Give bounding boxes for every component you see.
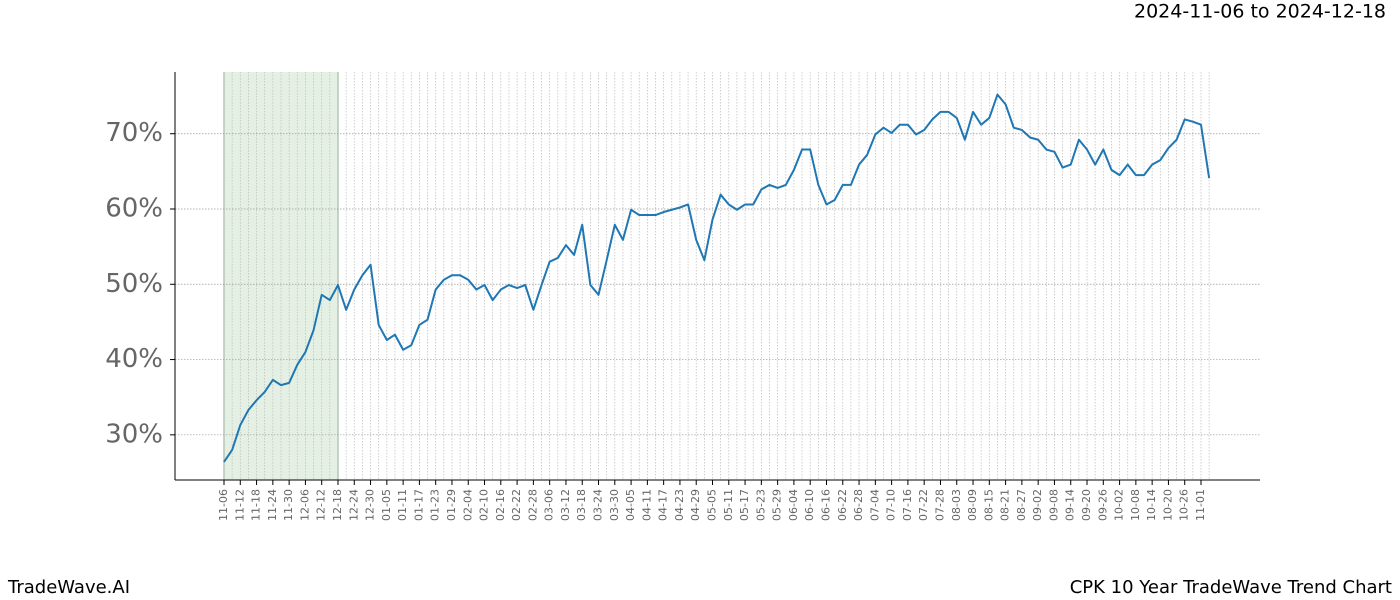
y-tick-label: 70% (105, 118, 163, 148)
x-tick-label: 09-14 (1064, 489, 1077, 521)
chart-title: CPK 10 Year TradeWave Trend Chart (1070, 577, 1392, 598)
x-tick-label: 02-28 (526, 489, 539, 521)
x-tick-label: 12-30 (364, 489, 377, 521)
x-tick-label: 11-01 (1194, 489, 1207, 521)
x-tick-label: 08-27 (1015, 489, 1028, 521)
x-tick-label: 03-06 (543, 489, 556, 521)
brand: TradeWave.AI (7, 577, 130, 598)
x-tick-label: 02-04 (461, 489, 474, 521)
x-tick-label: 06-10 (803, 489, 816, 521)
x-tick-label: 11-24 (266, 489, 279, 521)
x-tick-label: 07-04 (868, 489, 881, 521)
x-tick-label: 06-04 (787, 489, 800, 521)
y-tick-label: 60% (105, 194, 163, 224)
x-tick-label: 07-28 (933, 489, 946, 521)
x-tick-label: 06-28 (852, 489, 865, 521)
x-tick-label: 10-20 (1161, 489, 1174, 521)
x-tick-label: 05-11 (722, 489, 735, 521)
x-tick-label: 04-29 (689, 489, 702, 521)
x-tick-label: 07-22 (917, 489, 930, 521)
x-tick-label: 04-23 (673, 489, 686, 521)
x-tick-label: 10-08 (1129, 489, 1142, 521)
x-tick-label: 03-12 (559, 489, 572, 521)
x-tick-label: 09-02 (1031, 489, 1044, 521)
x-tick-label: 12-18 (331, 489, 344, 521)
x-tick-label: 09-08 (1047, 489, 1060, 521)
x-tick-label: 11-18 (250, 489, 263, 521)
x-tick-label: 08-03 (950, 489, 963, 521)
x-tick-label: 11-12 (233, 489, 246, 521)
x-tick-label: 11-30 (282, 489, 295, 521)
x-tick-label: 09-20 (1080, 489, 1093, 521)
trend-line (223, 93, 1211, 463)
y-tick-label: 50% (105, 269, 163, 299)
x-tick-label: 06-22 (836, 489, 849, 521)
x-tick-label: 04-17 (657, 489, 670, 521)
x-tick-label: 10-14 (1145, 489, 1158, 521)
x-tick-label: 12-06 (298, 489, 311, 521)
x-tick-label: 12-24 (347, 489, 360, 521)
y-tick-label: 30% (105, 419, 163, 449)
x-tick-label: 06-16 (819, 489, 832, 521)
x-tick-label: 04-11 (640, 489, 653, 521)
x-tick-label: 05-17 (738, 489, 751, 521)
x-tick-label: 01-11 (396, 489, 409, 521)
x-tick-label: 05-05 (706, 489, 719, 521)
x-tick-label: 01-05 (380, 489, 393, 521)
x-tick-label: 11-06 (217, 489, 230, 521)
x-tick-label: 12-12 (315, 489, 328, 521)
x-tick-label: 05-29 (771, 489, 784, 521)
x-tick-label: 01-23 (429, 489, 442, 521)
x-tick-label: 08-21 (999, 489, 1012, 521)
y-tick-label: 40% (105, 344, 163, 374)
x-tick-label: 08-15 (982, 489, 995, 521)
date-range: 2024-11-06 to 2024-12-18 (1134, 1, 1386, 23)
x-tick-label: 10-02 (1113, 489, 1126, 521)
x-tick-label: 07-10 (885, 489, 898, 521)
x-tick-label: 01-29 (445, 489, 458, 521)
x-tick-label: 03-24 (592, 489, 605, 521)
x-tick-label: 02-16 (494, 489, 507, 521)
x-tick-label: 08-09 (966, 489, 979, 521)
x-tick-label: 05-23 (754, 489, 767, 521)
x-tick-label: 04-05 (624, 489, 637, 521)
x-tick-label: 03-30 (608, 489, 621, 521)
x-tick-label: 01-17 (412, 489, 425, 521)
x-tick-label: 03-18 (575, 489, 588, 521)
x-tick-label: 07-16 (901, 489, 914, 521)
x-tick-label: 02-22 (510, 489, 523, 521)
x-tick-label: 09-26 (1096, 489, 1109, 521)
x-tick-label: 10-26 (1178, 489, 1191, 521)
x-tick-label: 02-10 (478, 489, 491, 521)
